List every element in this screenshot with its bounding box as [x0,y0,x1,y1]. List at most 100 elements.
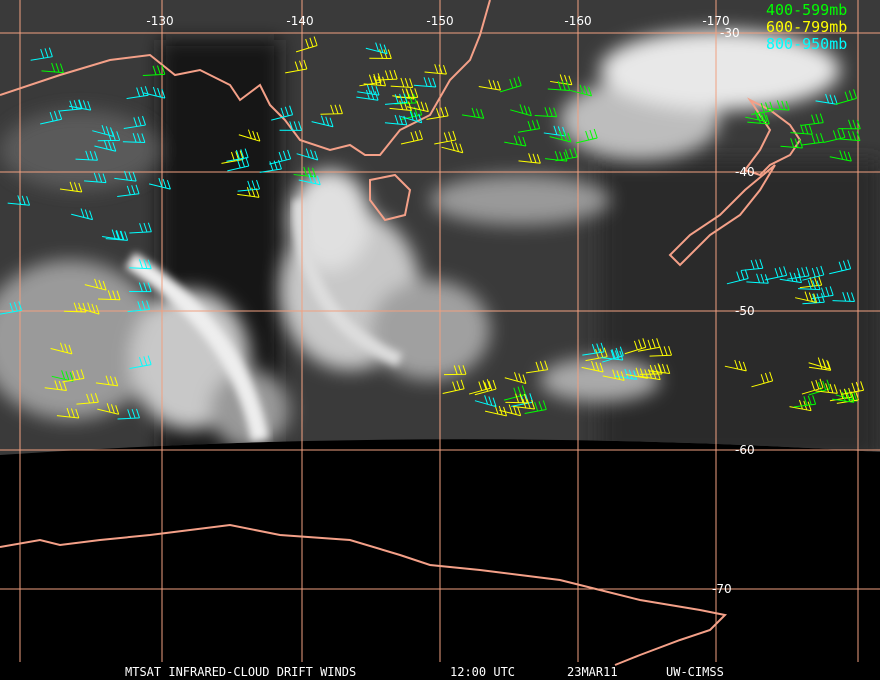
wind-barb [51,370,74,382]
wind-barb [829,150,852,162]
wind-barb [518,153,541,164]
latitude-label: -70 [712,582,732,596]
legend: 400-599mb 600-799mb 800-950mb [766,1,847,53]
wind-barb [92,124,114,137]
wind-barb [123,115,146,130]
wind-barb [795,291,818,303]
wind-barb [426,106,449,120]
wind-barb [575,128,598,144]
wind-barb [808,357,831,370]
wind-barb [44,380,68,392]
wind-barb [385,93,408,105]
wind-barb [808,359,832,371]
wind-barb [227,156,250,172]
wind-barb [838,119,861,130]
footer-title: MTSAT INFRARED-CLOUD DRIFT WINDS [125,665,356,679]
footer-time: 12:00 UTC [450,665,515,679]
wind-barb [779,272,802,284]
wind-barb [534,107,558,118]
wind-barb [94,139,117,152]
wind-barb [499,404,522,417]
wind-barb [801,113,824,126]
longitude-labels: -130 -140 -150 -160 -170 [146,14,729,28]
longitude-label: -170 [702,14,729,28]
wind-barb [789,399,812,412]
wind-barb [510,104,532,117]
wind-barb [59,99,83,112]
wind-barb [271,105,294,121]
legend-entry: 400-599mb [766,1,847,19]
wind-barb [801,378,824,395]
wind-barb [369,49,392,60]
wind-barb [221,150,244,164]
wind-barb [434,130,457,145]
graticule [0,0,880,662]
wind-barb [413,77,437,88]
wind-barb [637,338,661,352]
wind-barb [75,150,98,161]
footer: MTSAT INFRARED-CLOUD DRIFT WINDS 12:00 U… [125,665,724,679]
wind-barb [647,363,671,375]
wind-barb [512,398,536,410]
wind-barb [504,135,527,147]
wind-barb [84,278,107,291]
wind-barb [142,65,166,77]
wind-barb [406,100,429,113]
wind-barb [474,379,497,396]
wind-barb [478,79,501,91]
latitude-label: -50 [735,304,755,318]
wind-barb [400,111,423,124]
wind-barb [389,100,412,112]
wind-barb [390,77,414,88]
wind-barb [0,301,23,315]
wind-barb [269,149,292,165]
wind-barb [543,125,567,137]
wind-barb [259,159,282,173]
wind-barb [787,266,810,280]
wind-barb [740,259,764,271]
wind-barb [547,80,571,92]
wind-barb [126,86,149,100]
wind-barb [129,259,152,270]
longitude-label: -150 [426,14,453,28]
wind-barb [238,129,261,142]
wind-barb [356,89,379,101]
wind-barb [765,266,788,281]
wind-barb [129,282,152,293]
wind-barb [545,150,568,162]
wind-barb [97,403,120,415]
wind-barb [751,101,774,115]
wind-barb [375,69,398,81]
wind-barb [105,230,129,241]
wind-barb [505,393,528,404]
wind-barb [823,128,846,143]
wind-barb [724,359,747,372]
wind-barb [624,338,647,355]
wind-barb [504,372,527,385]
wind-barb [838,130,861,142]
wind-barb [237,187,260,198]
wind-barb [77,302,100,315]
longitude-label: -130 [146,14,173,28]
wind-barb [841,381,865,395]
wind-barb [71,208,94,221]
wind-barb [50,342,73,355]
wind-barb [400,130,423,145]
wind-barb [84,172,107,184]
wind-barb [832,391,855,403]
latitude-labels: -30 -40 -50 -60 -70 [712,26,755,596]
latitude-label: -60 [735,443,755,457]
wind-barb [511,393,534,407]
wind-barb [365,42,388,55]
wind-barb [798,280,821,291]
wind-barb [68,99,92,111]
wind-barb [40,110,63,125]
wind-barb [97,131,121,142]
wind-barb [98,290,121,301]
wind-barb [614,368,638,380]
wind-barb [581,360,604,373]
wind-barb [585,347,608,362]
wind-barb [114,170,137,182]
wind-barb [484,404,508,417]
